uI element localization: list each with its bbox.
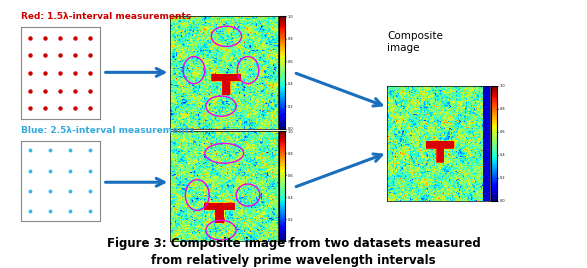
Text: Blue: 2.5λ-interval measurements: Blue: 2.5λ-interval measurements [21, 126, 194, 135]
Text: Composite
image: Composite image [387, 31, 443, 53]
Text: Red: 1.5λ-interval measurements: Red: 1.5λ-interval measurements [21, 12, 191, 21]
Text: Figure 3: Composite image from two datasets measured
from relatively prime wavel: Figure 3: Composite image from two datas… [107, 237, 480, 267]
